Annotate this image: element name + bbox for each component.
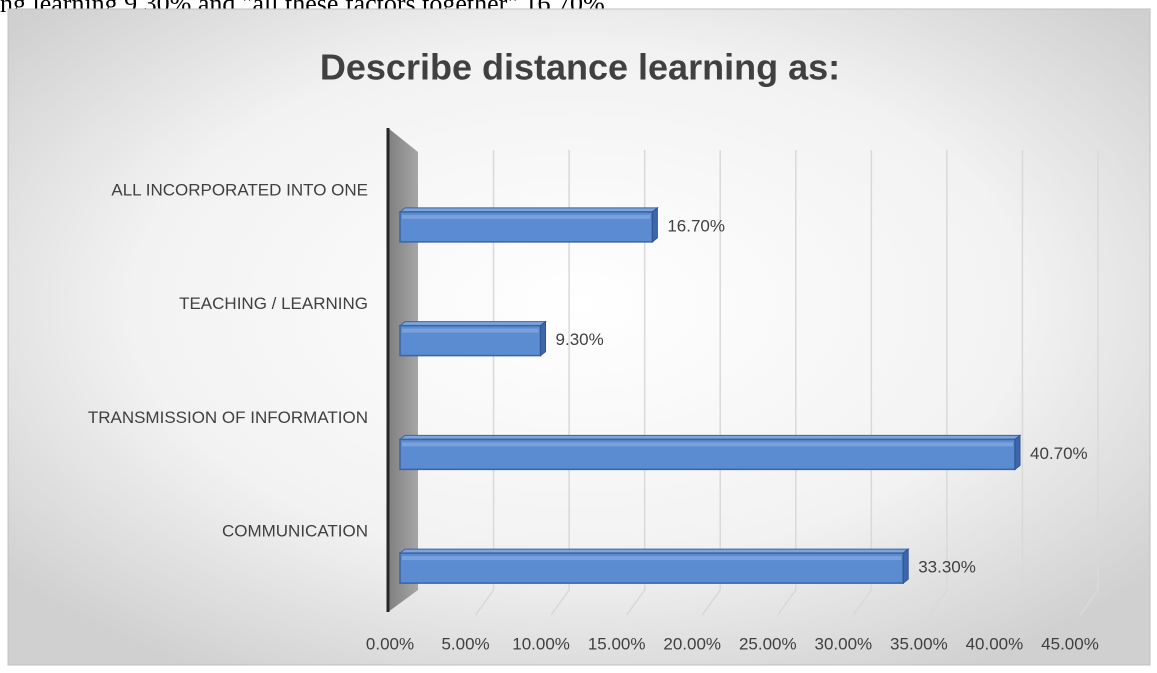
side-wall [388, 128, 418, 612]
grid-line [474, 150, 495, 616]
y-tick-label: TEACHING / LEARNING [179, 294, 368, 313]
bar-highlight [402, 442, 1014, 447]
x-tick-label: 35.00% [890, 634, 948, 653]
chart-title: Describe distance learning as: [320, 47, 840, 88]
x-tick-label: 40.00% [966, 634, 1024, 653]
grid-line [852, 150, 873, 616]
grid-line [777, 150, 797, 616]
grid-line [626, 150, 646, 616]
x-tick-label: 30.00% [814, 634, 872, 653]
bar-highlight [402, 214, 651, 219]
x-tick-label: 20.00% [663, 634, 721, 653]
x-tick-label: 5.00% [441, 634, 489, 653]
grid-line [701, 150, 721, 616]
bar-highlight [402, 328, 539, 333]
data-label: 9.30% [556, 330, 604, 349]
x-tick-label: 25.00% [739, 634, 797, 653]
y-tick-label: TRANSMISSION OF INFORMATION [88, 408, 368, 427]
bar-group [398, 320, 547, 357]
grid-line [1003, 150, 1024, 616]
bar-end [902, 548, 909, 585]
y-tick-label: ALL INCORPORATED INTO ONE [111, 180, 368, 199]
data-label: 40.70% [1030, 444, 1088, 463]
bar-end [651, 206, 658, 243]
grid-line [928, 150, 948, 616]
x-tick-label: 0.00% [366, 634, 414, 653]
bar-group [398, 206, 659, 243]
bar-highlight [402, 556, 902, 561]
data-label: 33.30% [918, 558, 976, 577]
bar-group [398, 434, 1022, 471]
grid-line [550, 150, 570, 616]
data-label: 16.70% [667, 216, 725, 235]
bar-group [398, 548, 910, 585]
x-tick-label: 45.00% [1041, 634, 1099, 653]
y-tick-label: COMMUNICATION [222, 522, 368, 541]
x-tick-label: 10.00% [512, 634, 570, 653]
x-tick-label: 15.00% [588, 634, 646, 653]
bar-end [540, 320, 547, 357]
bar-end [1014, 434, 1021, 471]
grid-line [1079, 150, 1099, 616]
